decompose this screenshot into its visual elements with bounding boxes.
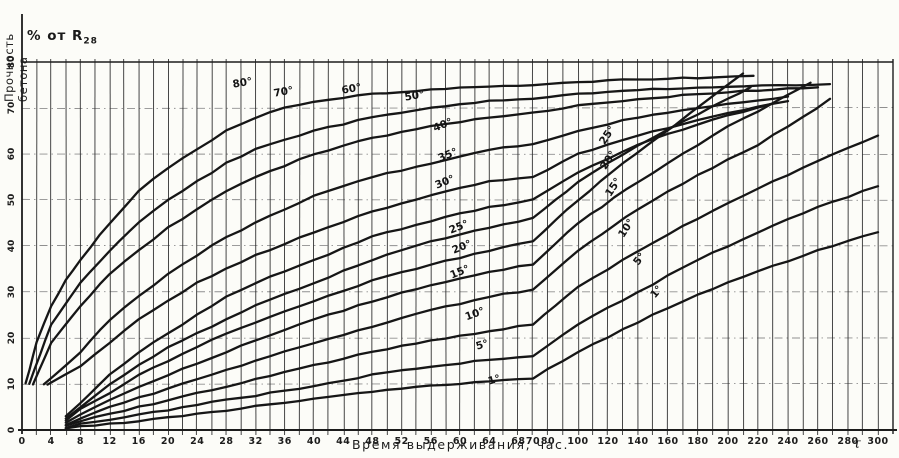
y-tick-label: 10: [7, 378, 17, 391]
x-tick-label: 52: [394, 436, 408, 447]
x-tick-label: 36: [278, 436, 292, 447]
grid-line-horizontal: [21, 198, 894, 201]
grid-line-vertical: [473, 58, 476, 436]
curve-label: 15°: [603, 176, 624, 199]
y-tick-label: 30: [7, 286, 17, 299]
curve-label: 40°: [431, 116, 454, 135]
x-tick-label: 48: [365, 436, 379, 447]
temperature-curve-80deg: [24, 74, 755, 385]
x-tick-label: 220: [747, 436, 768, 447]
x-tick-label: 300: [867, 436, 888, 447]
temperature-curve-25deg: [64, 72, 745, 422]
x-tick-label: 64: [482, 436, 496, 447]
temperature-curve-1deg: [64, 231, 880, 430]
grid-line-vertical: [787, 58, 789, 436]
temperature-curve-20deg: [64, 81, 812, 424]
x-tick-label: 28: [219, 436, 233, 447]
x-tick-label: 56: [424, 436, 438, 447]
x-tick-label: 240: [777, 436, 798, 447]
x-tick-label: 68: [511, 436, 525, 447]
x-tick-label: 140: [627, 436, 648, 447]
curve-label: 20°: [450, 238, 473, 257]
curve-label: 60°: [341, 81, 363, 96]
temperature-curve-60deg: [31, 86, 820, 386]
temperature-curve-5deg: [64, 185, 880, 430]
temperature-curve-15deg: [64, 97, 832, 427]
x-tick-label: 44: [336, 436, 350, 447]
curve-label: 50°: [404, 88, 426, 103]
grid-line-vertical: [488, 58, 491, 436]
tau-symbol: τ: [853, 436, 861, 452]
grid-line-vertical: [444, 58, 447, 436]
curve-label: 10°: [616, 217, 637, 240]
temperature-curve-70deg: [28, 82, 832, 385]
x-tick-label: 70: [526, 436, 540, 447]
y-tick-label: 0: [7, 427, 17, 433]
curve-label: 70°: [273, 84, 295, 99]
temperature-curve-40deg: [46, 99, 790, 386]
curve-label: 1°: [486, 373, 501, 388]
grid-line-vertical: [606, 58, 609, 436]
grid-line-vertical: [123, 58, 125, 436]
grid-line-horizontal: [21, 107, 894, 110]
grid-line-horizontal: [21, 382, 894, 385]
curve-label: 5°: [474, 338, 489, 353]
temperature-curve-50deg: [42, 95, 790, 386]
x-tick-label: 80: [541, 436, 555, 447]
x-tick-label: 280: [837, 436, 858, 447]
x-tick-label: 4: [48, 436, 55, 447]
y-axis-unit-prefix: % от R: [27, 28, 84, 44]
y-axis-unit-subscript: 28: [83, 36, 98, 47]
x-tick-label: 20: [161, 436, 175, 447]
x-tick-label: 100: [567, 436, 588, 447]
y-tick-label: 80: [7, 56, 17, 69]
grid-line-vertical: [195, 58, 198, 436]
grid-line-vertical: [298, 58, 301, 436]
x-tick-label: 16: [132, 436, 146, 447]
grid-line-vertical: [516, 58, 519, 436]
x-tick-label: 24: [190, 436, 204, 447]
grid-line-vertical: [312, 58, 315, 436]
y-tick-label: 40: [7, 240, 17, 253]
grid-line-vertical: [65, 58, 68, 436]
x-tick-label: 40: [307, 436, 321, 447]
x-tick-label: 200: [717, 436, 738, 447]
x-tick-label: 8: [77, 436, 84, 447]
curve-label: 80°: [232, 75, 254, 90]
x-axis-title: Время выдерживания, час.: [352, 437, 570, 452]
y-tick-label: 20: [7, 332, 17, 345]
curve-label: 10°: [464, 305, 487, 323]
x-tick-label: 160: [657, 436, 678, 447]
x-tick-label: 180: [687, 436, 708, 447]
grid-line-vertical: [181, 58, 184, 436]
y-tick-label: 50: [7, 194, 17, 207]
x-tick-label: 120: [597, 436, 618, 447]
y-axis-unit-label: % от R28: [27, 28, 98, 47]
x-tick-label: 60: [453, 436, 467, 447]
curve-label: 35°: [436, 146, 459, 165]
x-tick-label: 0: [18, 436, 25, 447]
y-tick-label: 60: [7, 148, 17, 161]
y-tick-label: 70: [7, 102, 17, 115]
grid-line-vertical: [666, 58, 669, 436]
temperature-curve-10deg: [64, 134, 880, 427]
x-tick-label: 32: [248, 436, 262, 447]
temperature-curve-30deg: [64, 86, 752, 420]
grid-line-vertical: [35, 58, 38, 436]
x-tick-label: 12: [102, 436, 116, 447]
x-tick-label: 260: [807, 436, 828, 447]
